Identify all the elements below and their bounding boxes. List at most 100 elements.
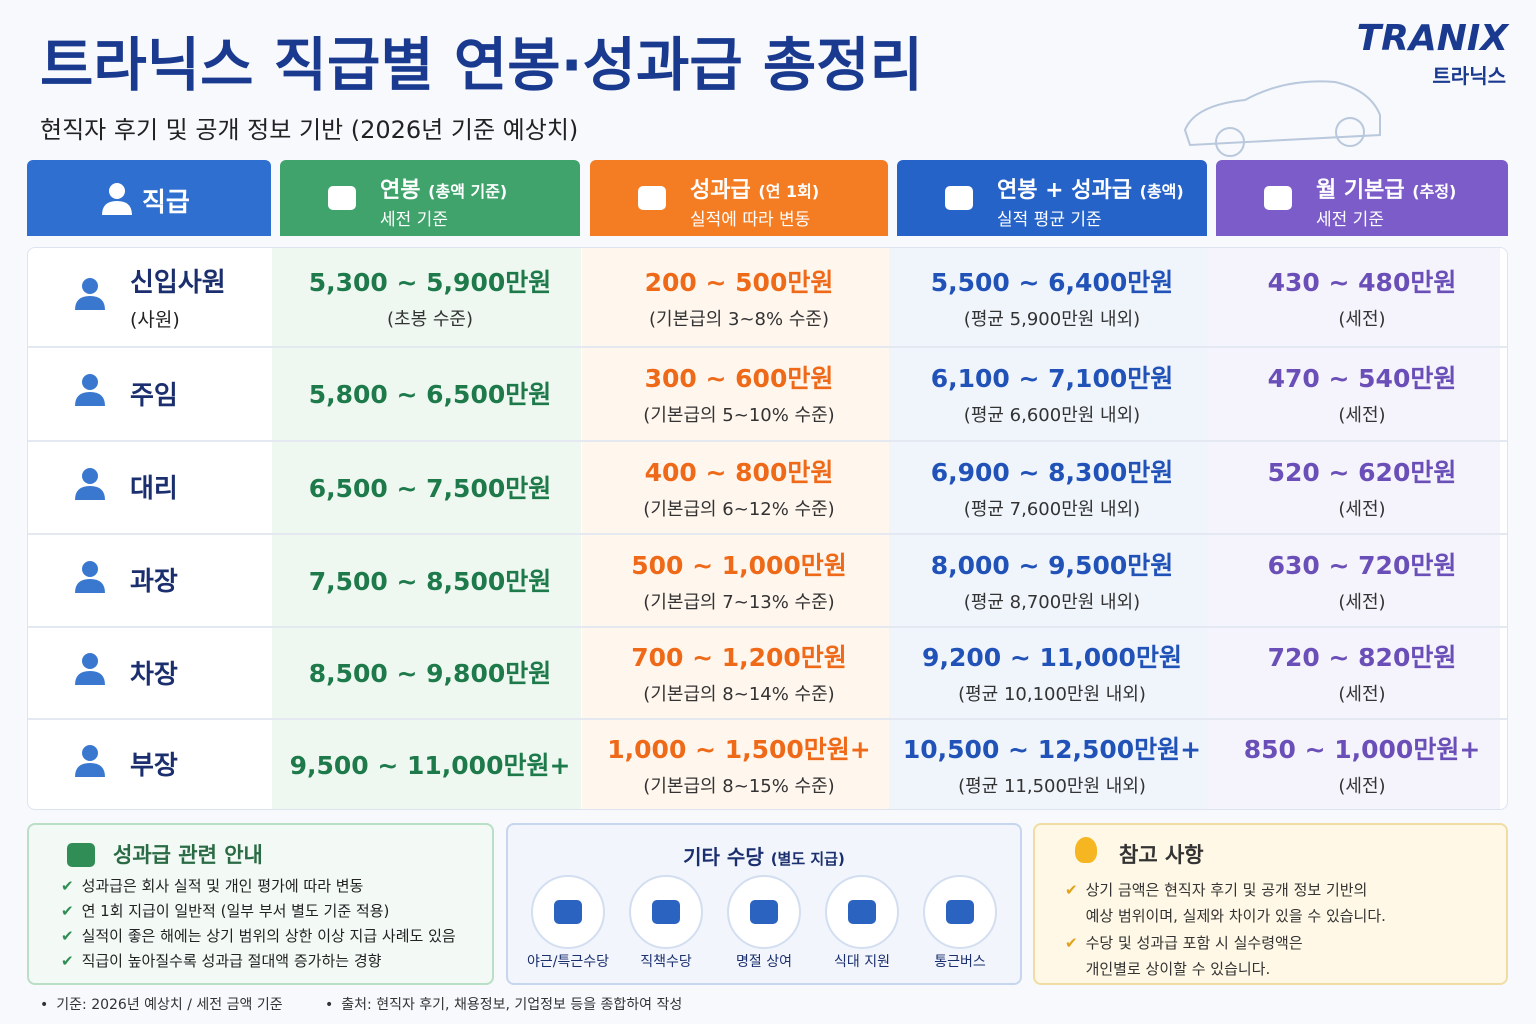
icon [638,186,666,210]
icon [946,900,974,924]
total-value: 8,000 ~ 9,500만원 [930,550,1174,580]
rank-cell: 대리 [130,440,178,533]
item-text: 직급이 높아질수록 성과급 절대액 증가하는 경향 [81,952,382,970]
cell: 1,000 ~ 1,500만원+ (기본급의 8~15% 수준) [590,718,888,809]
column-title-text: 연봉 [380,178,421,203]
column-title: 직급 [142,182,190,219]
check: ✔ [61,902,74,920]
note-text: 개인별로 상이할 수 있습니다. [1085,960,1271,978]
monthly-value: 520 ~ 620만원 [1267,457,1457,487]
allowance-icon [531,875,605,949]
allowance-label: 통근버스 [934,954,986,970]
column-title: 월 기본급 (추정) [1316,172,1456,204]
allowance-label: 명절 상여 [736,954,792,970]
monthly-value: 630 ~ 720만원 [1267,550,1457,580]
row-divider [28,718,1507,720]
bullet-item: ✔ 실적이 좋은 해에는 상기 범위의 상한 이상 지급 사례도 있음 [61,925,456,946]
bullet-item: ✔ 직급이 높아질수록 성과급 절대액 증가하는 경향 [61,950,381,971]
salary-note: (초봉 수준) [386,309,473,330]
column-sub: 실적에 따라 변동 [690,210,811,230]
note-line: ✔개인별로 상이할 수 있습니다. [1065,958,1271,979]
panel-title: 기타 수당 (별도 지급) [508,841,1020,870]
row-divider [28,346,1507,348]
check: ✔ [61,952,74,970]
rank-cell: 주임 [130,346,178,440]
dot: • [40,997,49,1013]
panel-title: 성과급 관련 안내 [113,843,263,867]
item-text: 성과급은 회사 실적 및 개인 평가에 따라 변동 [81,877,364,895]
cell: 5,800 ~ 6,500만원 [280,346,580,440]
salary-value: 5,300 ~ 5,900만원 [308,268,552,297]
total-value: 6,100 ~ 7,100만원 [930,364,1174,393]
rank-cell: 부장 [130,718,178,809]
cell: 720 ~ 820만원 (세전) [1216,626,1508,718]
rank: 과장 [130,567,178,597]
allowance-icon [825,875,899,949]
rank: 부장 [130,751,178,781]
check: ✔ [61,927,74,945]
column-header: 월 기본급 (추정) 세전 기준 [1216,160,1508,236]
cell: 470 ~ 540만원 (세전) [1216,346,1508,440]
monthly-note: (세전) [1338,775,1386,797]
bullet-item: ✔ 연 1회 지급이 일반적 (일부 부서 별도 기준 적용) [61,900,389,921]
cell: 6,500 ~ 7,500만원 [280,440,580,533]
item-text: 연 1회 지급이 일반적 (일부 부서 별도 기준 적용) [81,902,390,920]
bonus-note: (기본급의 5~10% 수준) [643,405,835,426]
panel-title-text: 기타 수당 [683,845,764,869]
icon [75,467,105,500]
allowance-icon [727,875,801,949]
salary-value: 8,500 ~ 9,800만원 [308,659,552,688]
bonus-value: 200 ~ 500만원 [644,268,834,297]
rank: 대리 [130,474,178,504]
allowance-label: 야근/특근수당 [527,954,609,970]
rank-cell: 신입사원 (사원) [130,248,226,346]
note-text: 예상 범위이며, 실제와 차이가 있을 수 있습니다. [1085,907,1386,925]
column-sub: 실적 평균 기준 [997,210,1102,230]
cell: 9,200 ~ 11,000만원 (평균 10,100만원 내외) [897,626,1207,718]
icon [652,900,680,924]
monthly-note: (세전) [1338,684,1386,705]
cell: 700 ~ 1,200만원 (기본급의 8~14% 수준) [590,626,888,718]
panel-title: 참고 사항 [1119,843,1204,867]
total-value: 9,200 ~ 11,000만원 [922,643,1182,672]
panel-title-note: (별도 지급) [770,850,845,868]
footer-note: • 출처: 현직자 후기, 채용정보, 기업정보 등을 종합하여 작성 [325,994,682,1014]
icon [848,900,876,924]
item-text: 실적이 좋은 해에는 상기 범위의 상한 이상 지급 사례도 있음 [81,927,456,945]
icon [750,900,778,924]
icon [75,374,105,406]
total-value: 5,500 ~ 6,400만원 [930,268,1174,297]
salary-value: 9,500 ~ 11,000만원+ [289,750,571,780]
icon [75,278,105,310]
column-bg [1208,248,1500,809]
cell: 6,900 ~ 8,300만원 (평균 7,600만원 내외) [897,440,1207,533]
allowance-label: 식대 지원 [834,954,890,970]
column-bg [272,248,581,809]
column-title-note: (연 1회) [758,182,820,201]
icon [554,900,582,924]
rank-cell: 과장 [130,533,178,626]
salary-value: 6,500 ~ 7,500만원 [308,473,552,503]
cell: 430 ~ 480만원 (세전) [1216,248,1508,346]
rank: 차장 [130,659,178,690]
column-header: 연봉 + 성과급 (총액) 실적 평균 기준 [897,160,1207,236]
monthly-value: 720 ~ 820만원 [1267,643,1457,672]
column-title-note: (총액) [1139,182,1184,201]
icon [67,843,95,867]
column-header: 연봉 (총액 기준) 세전 기준 [280,160,580,236]
bonus-value: 500 ~ 1,000만원 [631,550,847,580]
column-title: 연봉 (총액 기준) [380,172,507,204]
monthly-note: (세전) [1338,498,1386,520]
check: ✔ [1065,881,1078,899]
cell: 5,300 ~ 5,900만원 (초봉 수준) [280,248,580,346]
footer-text: 기준: 2026년 예상치 / 세전 금액 기준 [56,997,283,1013]
column-header: 성과급 (연 1회) 실적에 따라 변동 [590,160,888,236]
cell: 500 ~ 1,000만원 (기본급의 7~13% 수준) [590,533,888,626]
icon [75,560,105,593]
salary-value: 7,500 ~ 8,500만원 [308,566,552,596]
column-sub: 세전 기준 [1316,210,1384,230]
cell: 7,500 ~ 8,500만원 [280,533,580,626]
brand-sub: 트라닉스 [1432,64,1506,88]
bonus-note: (기본급의 3~8% 수준) [649,309,829,330]
